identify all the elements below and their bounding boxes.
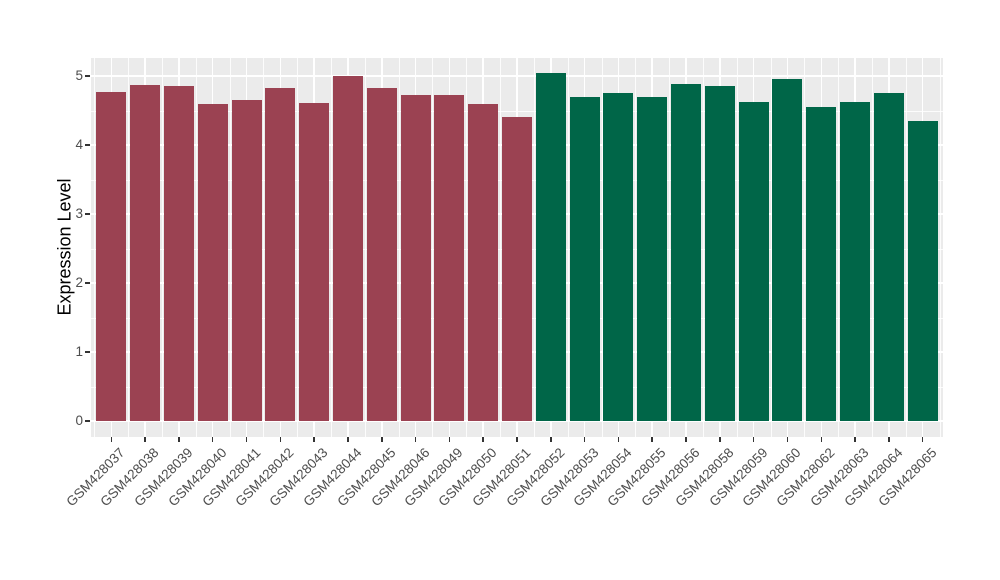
bar [163, 86, 194, 421]
x-tick-mark [752, 437, 755, 442]
gridline-vertical-minor [195, 58, 197, 437]
bar [603, 92, 634, 421]
y-tick-mark [85, 144, 90, 146]
x-tick-mark [617, 437, 620, 442]
y-tick-mark [85, 75, 90, 77]
plot-panel [91, 58, 943, 437]
bar [265, 87, 296, 421]
gridline-vertical-minor [804, 58, 806, 437]
x-tick-mark [110, 437, 113, 442]
bar [96, 91, 127, 421]
gridline-vertical-minor [162, 58, 163, 437]
x-tick-mark [279, 437, 282, 442]
gridline-vertical-minor [398, 58, 400, 437]
y-tick-mark [85, 420, 90, 422]
gridline-vertical-minor [838, 58, 840, 437]
y-tick-label: 2 [75, 275, 83, 290]
x-tick-mark [516, 437, 518, 442]
y-tick-mark [85, 213, 90, 215]
gridline-vertical-minor [466, 58, 468, 437]
gridline-vertical-minor [939, 58, 941, 437]
y-axis-title: Expression Level [54, 178, 75, 316]
gridline-vertical-minor [128, 58, 130, 437]
x-tick-mark [888, 437, 890, 442]
bar [434, 95, 465, 421]
x-tick-mark [381, 437, 383, 442]
gridline-vertical-minor [533, 58, 535, 437]
x-tick-mark [854, 437, 856, 442]
bar [502, 116, 532, 421]
x-tick-mark [313, 437, 315, 442]
x-tick-mark [211, 437, 214, 442]
gridline-vertical-minor [770, 58, 772, 437]
bar [637, 96, 668, 421]
y-tick-label: 5 [75, 68, 83, 83]
x-tick-mark [786, 437, 789, 442]
gridline-vertical-minor [500, 58, 502, 437]
gridline-vertical-minor [229, 58, 231, 437]
bar [130, 84, 161, 421]
x-tick-mark [448, 437, 451, 442]
x-tick-mark [414, 437, 417, 442]
gridline-vertical-minor [905, 58, 907, 437]
y-tick-mark [85, 282, 90, 284]
bar [197, 103, 228, 421]
x-tick-mark [144, 437, 146, 442]
x-tick-mark [482, 437, 484, 442]
gridline-vertical-minor [297, 58, 299, 437]
gridline-vertical-minor [263, 58, 265, 437]
bar [671, 84, 702, 421]
gridline-vertical-minor [331, 58, 333, 437]
x-tick-mark [719, 437, 721, 442]
bar [873, 93, 904, 421]
bar [907, 120, 938, 421]
x-tick-mark [245, 437, 248, 442]
x-tick-mark [583, 437, 586, 442]
bar [332, 76, 363, 421]
bar [231, 100, 262, 421]
gridline-vertical-minor [635, 58, 637, 437]
x-tick-mark [685, 437, 687, 442]
gridline-vertical-minor [702, 58, 704, 437]
gridline-vertical-minor [364, 58, 366, 437]
gridline-vertical-minor [432, 58, 434, 437]
bar [400, 94, 431, 421]
bar [299, 102, 330, 421]
gridline-vertical-minor [669, 58, 671, 437]
x-tick-mark [178, 437, 180, 442]
gridline-vertical-minor [736, 58, 738, 437]
bar [704, 86, 735, 421]
bar [738, 102, 769, 421]
bar [806, 107, 837, 421]
bar [772, 78, 803, 421]
bar [569, 96, 600, 421]
y-tick-label: 4 [75, 137, 83, 152]
y-tick-mark [85, 351, 90, 353]
x-tick-mark [651, 437, 653, 442]
x-tick-mark [921, 437, 924, 442]
bar [468, 103, 499, 421]
x-tick-mark [550, 437, 552, 442]
y-tick-label: 3 [75, 206, 83, 221]
gridline-vertical-minor [94, 58, 96, 437]
gridline-vertical-minor [567, 58, 569, 437]
gridline-vertical-minor [601, 58, 603, 437]
gridline-vertical-minor [872, 58, 873, 437]
bar [840, 101, 871, 421]
bar [366, 87, 397, 421]
x-tick-mark [820, 437, 823, 442]
x-tick-mark [347, 437, 349, 442]
bar [535, 73, 566, 421]
y-tick-label: 0 [75, 413, 83, 428]
y-tick-label: 1 [75, 344, 83, 359]
